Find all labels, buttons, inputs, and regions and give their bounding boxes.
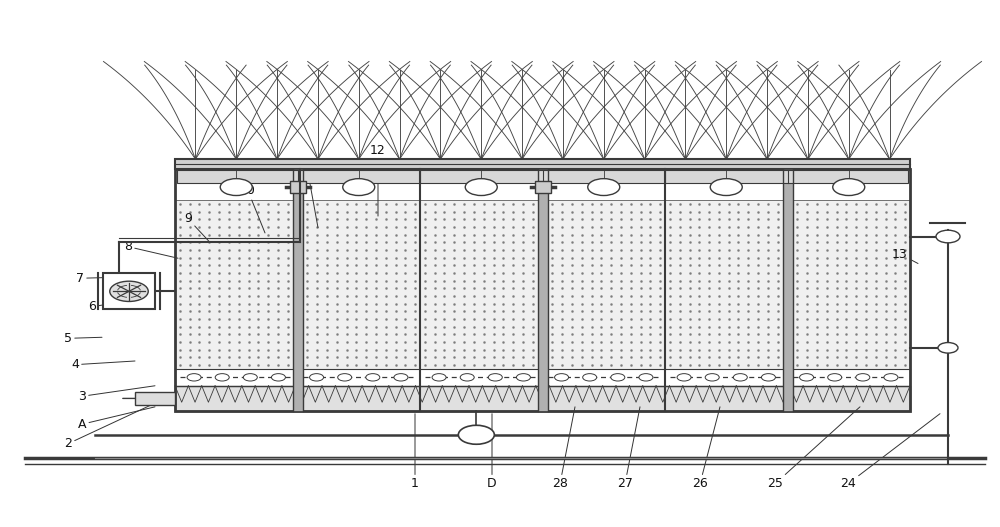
Circle shape: [588, 179, 620, 196]
Text: 28: 28: [552, 407, 575, 490]
Circle shape: [458, 425, 494, 444]
Text: A: A: [78, 407, 155, 431]
Circle shape: [856, 374, 870, 381]
Circle shape: [800, 374, 814, 381]
Text: 5: 5: [64, 332, 102, 345]
Text: 9: 9: [184, 212, 210, 242]
Text: 27: 27: [617, 407, 640, 490]
Circle shape: [394, 374, 408, 381]
Text: 4: 4: [71, 358, 135, 371]
Circle shape: [460, 374, 474, 381]
Text: 10: 10: [240, 184, 265, 233]
Circle shape: [366, 374, 380, 381]
Circle shape: [110, 281, 148, 301]
Text: 12: 12: [370, 144, 386, 216]
Bar: [783, 169, 793, 411]
Circle shape: [833, 179, 865, 196]
Bar: [534, 181, 550, 193]
Circle shape: [611, 374, 625, 381]
Bar: [290, 181, 306, 193]
Text: 11: 11: [300, 167, 318, 228]
Bar: [135, 392, 175, 405]
Bar: [175, 386, 910, 411]
Circle shape: [884, 374, 898, 381]
Circle shape: [343, 179, 375, 196]
Bar: [175, 169, 910, 411]
Circle shape: [243, 374, 257, 381]
Text: 6: 6: [88, 298, 148, 313]
Circle shape: [215, 374, 229, 381]
Bar: [177, 170, 908, 183]
Circle shape: [639, 374, 653, 381]
Circle shape: [338, 374, 352, 381]
Bar: [292, 169, 302, 411]
Text: 3: 3: [78, 386, 155, 403]
Text: 25: 25: [767, 407, 860, 490]
Text: D: D: [487, 414, 497, 490]
Bar: [175, 159, 910, 169]
Text: 24: 24: [840, 414, 940, 490]
Bar: [103, 274, 155, 309]
Circle shape: [733, 374, 747, 381]
Bar: [175, 200, 910, 369]
Bar: [538, 169, 548, 411]
Circle shape: [936, 230, 960, 243]
Text: 26: 26: [692, 407, 720, 490]
Text: 1: 1: [411, 414, 419, 490]
Circle shape: [516, 374, 530, 381]
Circle shape: [271, 374, 285, 381]
Circle shape: [583, 374, 597, 381]
Circle shape: [310, 374, 324, 381]
Circle shape: [465, 179, 497, 196]
Circle shape: [555, 374, 569, 381]
Circle shape: [761, 374, 775, 381]
Circle shape: [220, 179, 252, 196]
Circle shape: [828, 374, 842, 381]
Circle shape: [432, 374, 446, 381]
Circle shape: [705, 374, 719, 381]
Circle shape: [488, 374, 502, 381]
Text: 2: 2: [64, 403, 155, 450]
Text: 7: 7: [76, 272, 140, 285]
Circle shape: [710, 179, 742, 196]
Text: 8: 8: [124, 240, 178, 258]
Circle shape: [938, 343, 958, 353]
Circle shape: [677, 374, 691, 381]
Text: 13: 13: [892, 248, 918, 264]
Circle shape: [187, 374, 201, 381]
